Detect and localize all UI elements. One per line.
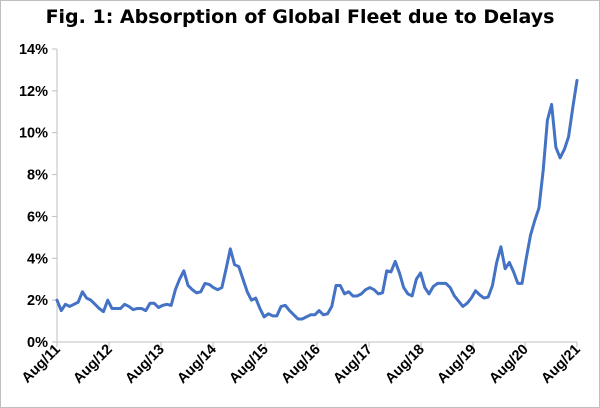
- chart-title: Fig. 1: Absorption of Global Fleet due t…: [45, 6, 555, 28]
- y-axis: 0% 2% 4% 6% 8% 10% 12% 14%: [19, 42, 58, 351]
- y-tick-label: 2%: [27, 293, 48, 309]
- x-tick-label: Aug/19: [434, 342, 479, 387]
- x-tick-label: Aug/17: [330, 342, 375, 387]
- x-axis: Aug/11 Aug/12 Aug/13 Aug/14 Aug/15 Aug/16 Aug/…: [19, 341, 584, 387]
- x-tick-label: Aug/20: [486, 342, 531, 387]
- x-tick-label: Aug/21: [538, 342, 583, 387]
- series-group: [55, 78, 579, 321]
- y-tick-label: 8%: [27, 168, 48, 184]
- y-tick-label: 6%: [27, 209, 48, 225]
- x-tick-label: Aug/18: [382, 342, 427, 387]
- x-tick-label: Aug/16: [278, 342, 323, 387]
- y-tick-label: 0%: [27, 335, 48, 351]
- y-tick-label: 12%: [19, 84, 48, 100]
- x-tick-label: Aug/15: [226, 342, 271, 387]
- y-tick-label: 10%: [19, 126, 48, 142]
- y-tick-label: 4%: [27, 251, 48, 267]
- x-tick-label: Aug/14: [174, 342, 219, 387]
- y-tick-label: 14%: [19, 42, 48, 58]
- series-line: [55, 78, 579, 321]
- x-tick-label: Aug/13: [122, 342, 167, 387]
- x-tick-label: Aug/12: [70, 342, 115, 387]
